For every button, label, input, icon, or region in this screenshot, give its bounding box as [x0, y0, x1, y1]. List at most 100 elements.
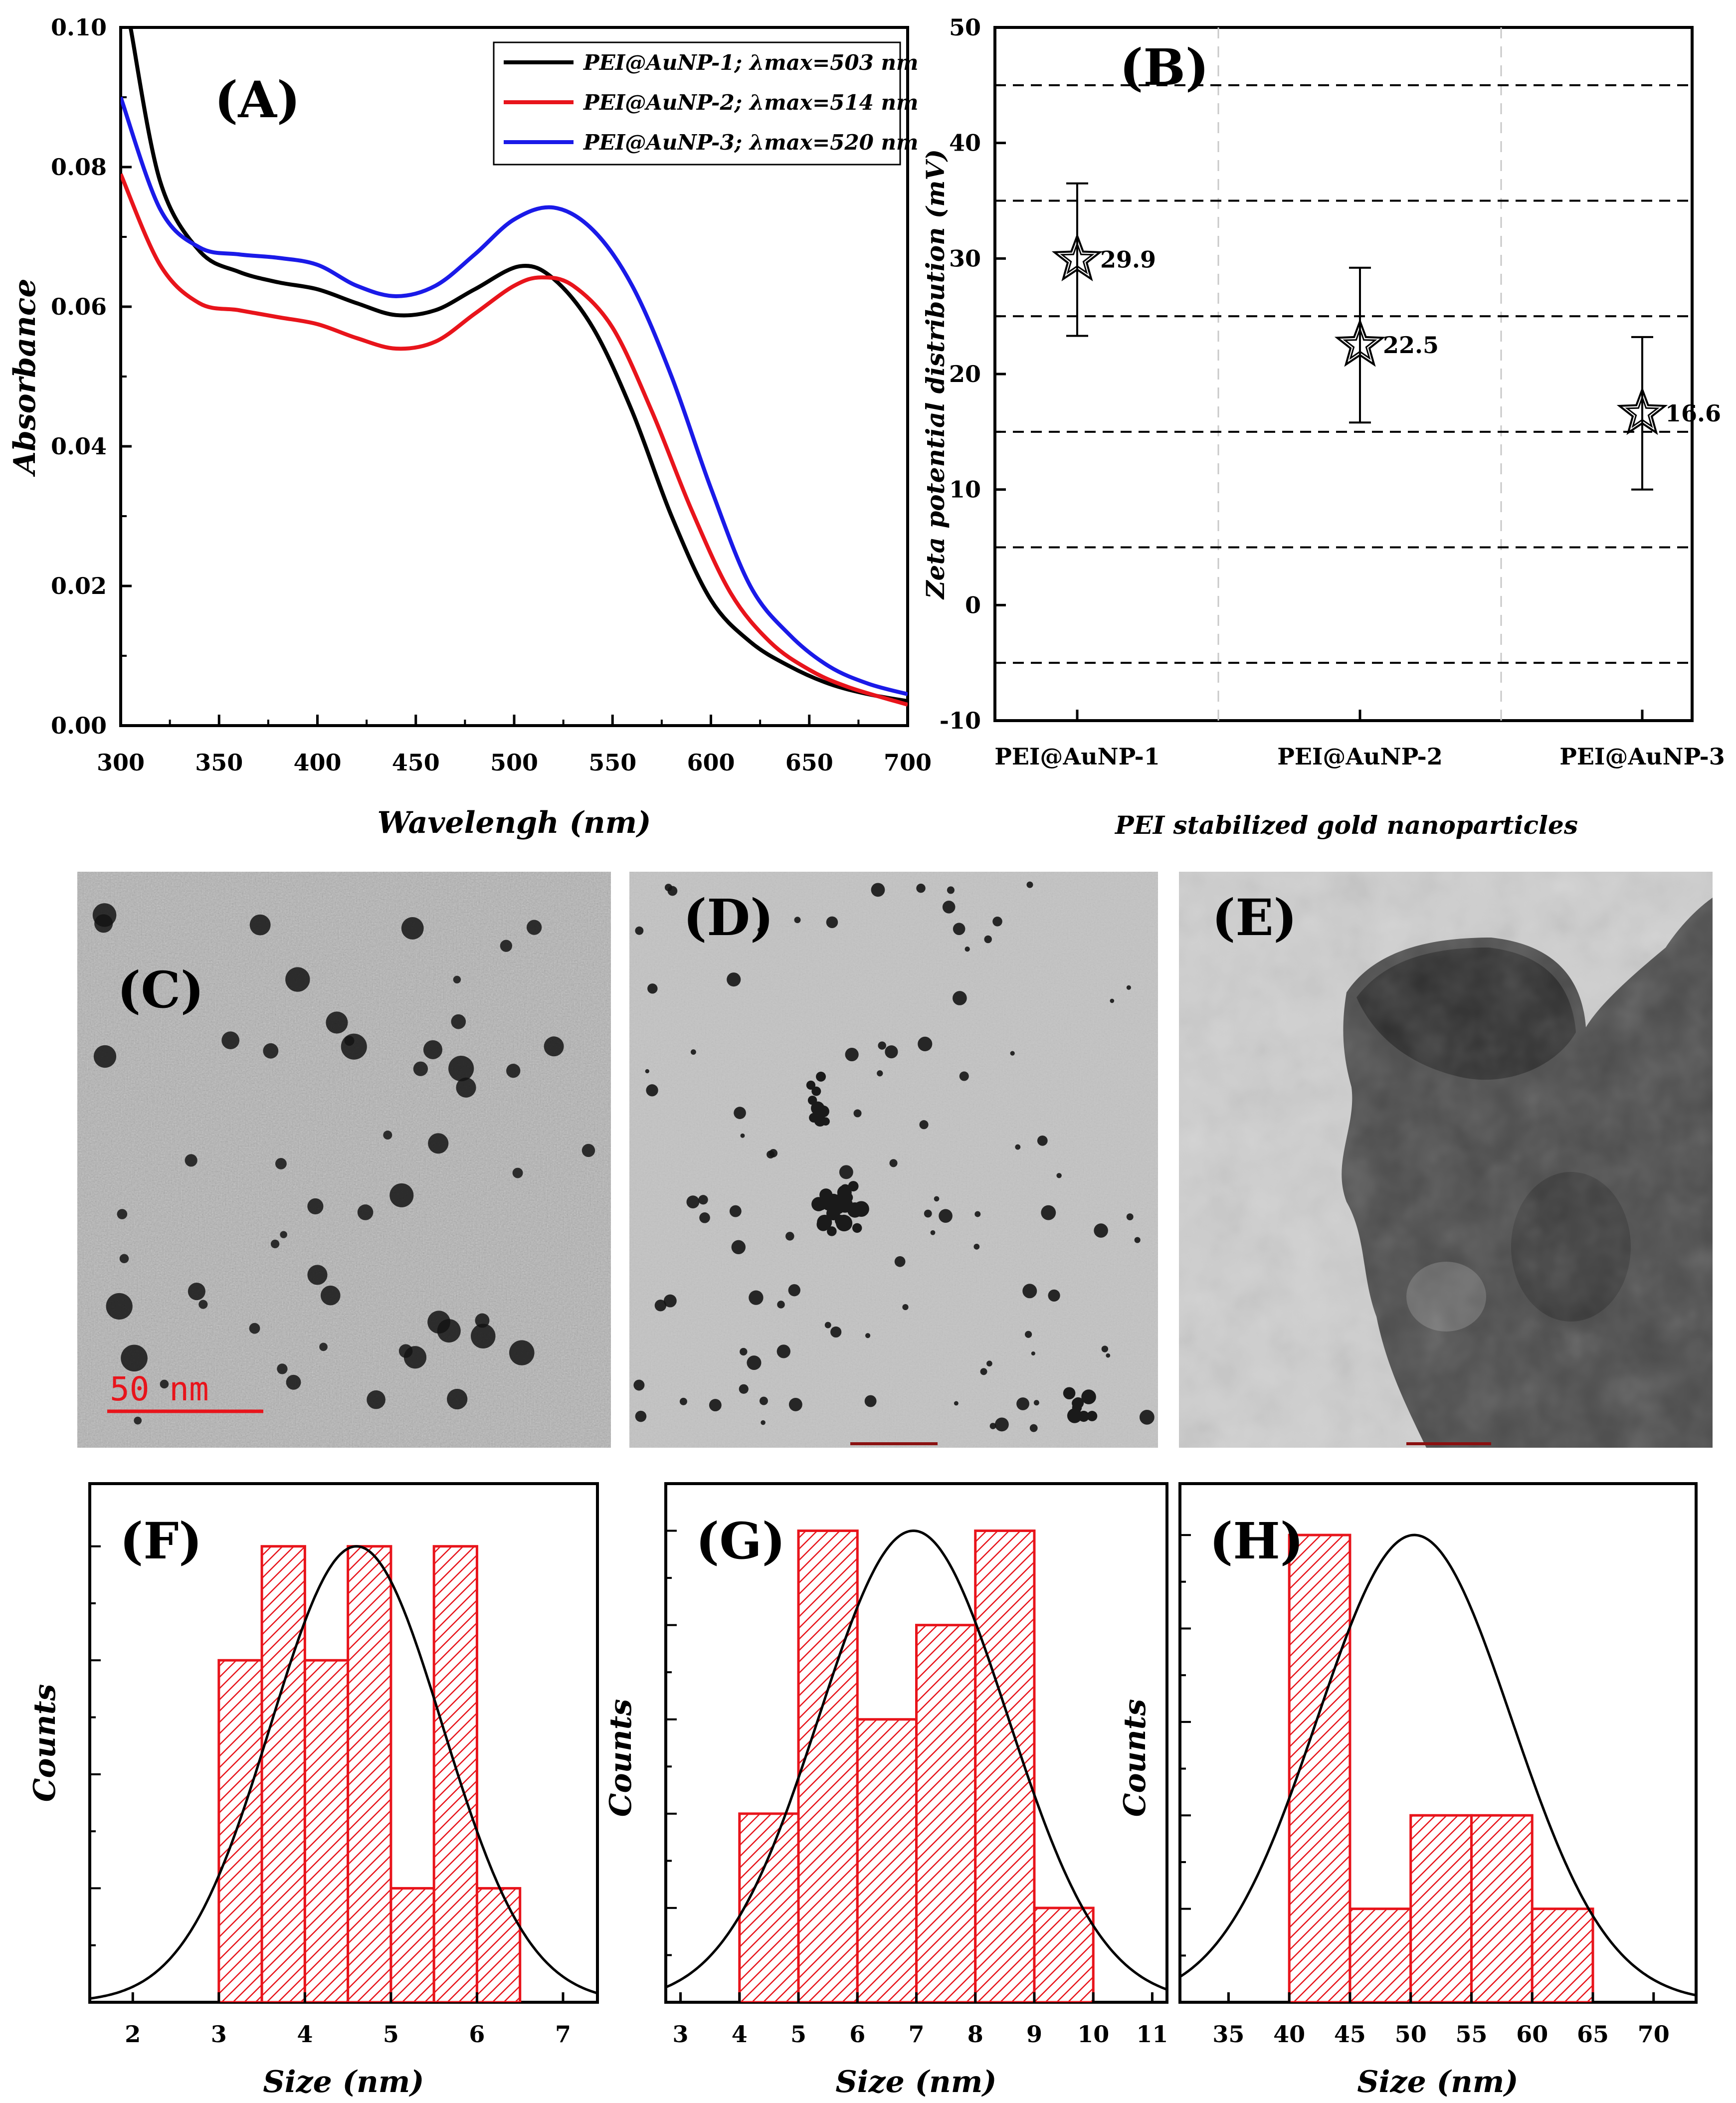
histogram-g-x-label: Size (nm) [835, 2065, 996, 2100]
tem-particle [121, 1344, 148, 1372]
tem-particle-cluster [819, 1188, 833, 1202]
tem-particle [448, 1056, 474, 1082]
absorbance-series-line-2 [121, 173, 908, 707]
tem-particle [428, 1133, 449, 1154]
tem-particle [731, 1240, 746, 1255]
histogram-x-tick-label: 10 [1077, 2021, 1109, 2048]
panel-label-f: (F) [120, 1512, 202, 1570]
tem-particle [864, 1395, 877, 1407]
zeta-category-label: PEI@AuNP-2 [1277, 743, 1443, 770]
tem-particle [512, 1167, 523, 1178]
tem-image-e: (E) [1179, 872, 1713, 1448]
histogram-bar [303, 1659, 350, 2002]
absorbance-series-line-3 [121, 96, 908, 696]
zeta-y-tick-label: 10 [949, 476, 981, 503]
tem-particle [788, 1397, 802, 1411]
tem-particle [367, 1390, 386, 1409]
tem-particle-cluster [1087, 1411, 1098, 1421]
tem-particle [686, 1195, 700, 1209]
tem-particle [930, 1230, 936, 1235]
tem-particle [635, 1410, 647, 1422]
histogram-bar [1349, 1908, 1412, 2002]
tem-particle [749, 1290, 764, 1305]
absorbance-chart: 300 350 400 450 500 550 600 650 700 0.00 0.02 0.04 0… [7, 14, 932, 840]
tem-particle [1101, 1345, 1109, 1352]
tem-particle [757, 927, 762, 932]
zeta-y-tick-label: 0 [965, 591, 981, 618]
tem-particle [423, 1040, 443, 1059]
tem-particle [453, 975, 461, 984]
histogram-x-tick-label: 40 [1273, 2021, 1305, 2048]
absorbance-y-tick-label: 0.04 [51, 433, 107, 460]
tem-particle [664, 884, 672, 892]
zeta-data-point [1334, 318, 1386, 367]
absorbance-series-line-1 [128, 27, 908, 703]
tem-particle [188, 1282, 205, 1301]
tem-particle [1134, 1237, 1141, 1243]
zeta-y-tick-label: -10 [940, 707, 981, 734]
tem-particle [1026, 881, 1033, 888]
absorbance-y-axis-label: Absorbance [7, 278, 42, 477]
tem-particle [357, 1204, 374, 1220]
tem-particle [953, 991, 967, 1005]
histogram-bar [389, 1887, 435, 2002]
tem-particle [277, 1363, 288, 1374]
tem-particle [845, 1047, 859, 1062]
tem-particle [894, 1256, 906, 1267]
tem-particle-cluster [1081, 1389, 1096, 1404]
histogram-x-tick-label: 7 [555, 2021, 571, 2048]
tem-particle [699, 1212, 710, 1223]
absorbance-legend: PEI@AuNP-1; λmax=503 nm PEI@AuNP-2; λmax… [493, 41, 918, 166]
tem-particle-cluster [1063, 1387, 1076, 1399]
histogram-x-tick-label: 45 [1334, 2021, 1366, 2048]
tem-particle [249, 1323, 260, 1334]
histogram-x-tick-label: 65 [1577, 2021, 1609, 2048]
absorbance-y-tick-label: 0.00 [51, 712, 107, 739]
histogram-bar [475, 1887, 522, 2002]
tem-particle [94, 914, 113, 933]
histogram-bar [738, 1812, 800, 2002]
size-histogram-h: 35 40 45 50 55 60 65 70 (H) Size (nm) Counts [1118, 1482, 1698, 2100]
tem-particle [451, 1014, 466, 1029]
tem-particle [581, 1144, 595, 1157]
tem-particle [994, 1417, 1009, 1432]
tem-particle [885, 1045, 898, 1059]
tem-particle [729, 1205, 742, 1217]
tem-particle [1022, 1284, 1037, 1299]
panel-label-a: (A) [214, 70, 300, 129]
tem-particle [1031, 1351, 1035, 1356]
tem-particle [1126, 985, 1131, 990]
scale-bar-label-c: 50 nm [110, 1370, 209, 1408]
histogram-x-tick-label: 70 [1638, 2021, 1670, 2048]
zeta-data-point-inner [1625, 395, 1660, 428]
tem-particle [270, 1239, 280, 1249]
tem-particle [249, 914, 271, 936]
absorbance-x-tick-label: 450 [392, 749, 440, 776]
tem-particle [160, 1379, 169, 1389]
tem-image-d: (D) [629, 872, 1158, 1448]
tem-particle [824, 1322, 831, 1329]
tem-particle [389, 1183, 414, 1207]
tem-particle [767, 1150, 775, 1159]
absorbance-x-axis-label: Wavelengh (nm) [377, 805, 651, 840]
histogram-bar [1409, 1814, 1473, 2002]
tem-particle [776, 1344, 790, 1358]
tem-particle [93, 1045, 117, 1068]
tem-particle [777, 1301, 785, 1309]
tem-particle [986, 1360, 992, 1367]
tem-particle [942, 901, 956, 914]
histogram-x-tick-label: 5 [383, 2021, 399, 2048]
tem-particle-cluster [817, 1105, 829, 1118]
zeta-y-tick-label: 30 [949, 245, 981, 272]
zeta-y-tick-label: 40 [949, 130, 981, 157]
tem-particle [734, 1107, 746, 1119]
tem-particle [839, 1165, 853, 1179]
histogram-x-tick-label: 7 [908, 2021, 924, 2048]
tem-particle [286, 1374, 301, 1390]
tem-particle [447, 1388, 468, 1410]
zeta-value-label: 16.6 [1665, 400, 1721, 427]
tem-particle [1056, 1173, 1062, 1178]
histogram-x-tick-label: 50 [1395, 2021, 1427, 2048]
histogram-bar [432, 1545, 478, 2002]
tem-particle [544, 1036, 564, 1057]
